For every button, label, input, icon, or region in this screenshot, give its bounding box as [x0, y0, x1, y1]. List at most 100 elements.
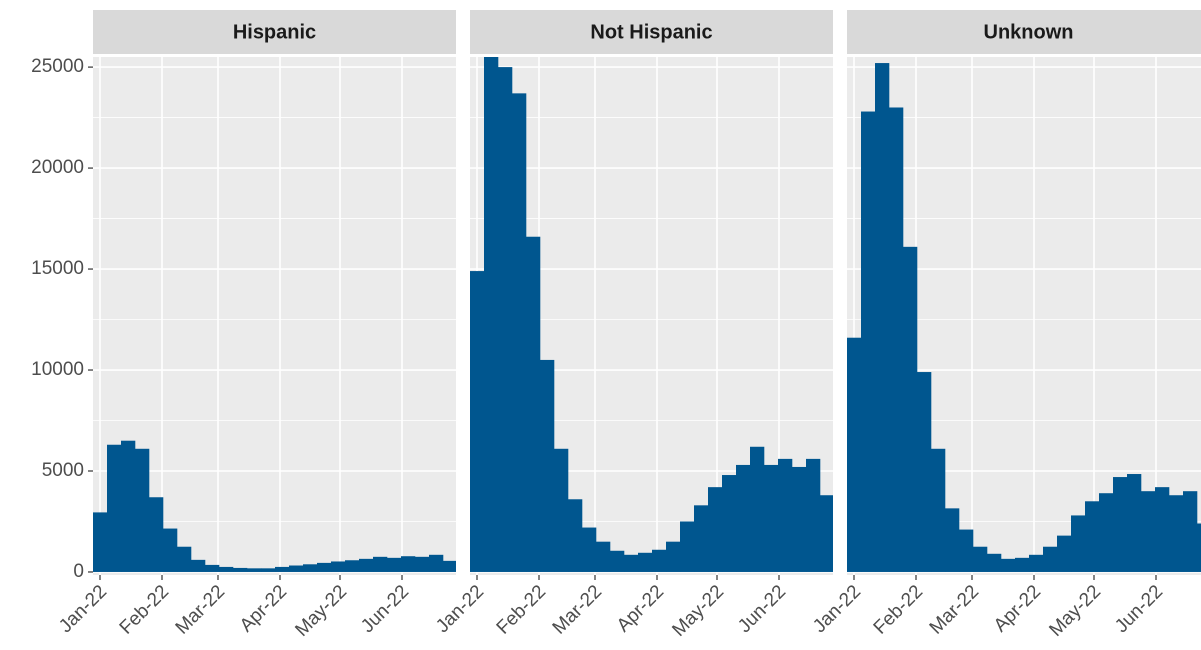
- y-tick-label: 15000: [31, 258, 84, 279]
- bar: [135, 448, 150, 572]
- bar: [512, 93, 527, 572]
- bar: [107, 444, 122, 572]
- bar: [1169, 495, 1184, 572]
- y-tick-label: 5000: [42, 460, 84, 481]
- x-tick-label: Jun-22: [1111, 581, 1167, 637]
- bar: [331, 561, 346, 572]
- bar: [722, 475, 737, 572]
- bar: [917, 372, 932, 572]
- strip: [93, 10, 456, 54]
- bar: [708, 487, 723, 572]
- strip-label: Hispanic: [233, 21, 316, 43]
- bar: [889, 107, 904, 572]
- bar: [484, 57, 499, 572]
- strip-label: Unknown: [984, 21, 1074, 43]
- x-tick-label: Mar-22: [926, 581, 983, 638]
- bar: [289, 565, 304, 572]
- bar: [526, 236, 541, 572]
- bar: [624, 554, 639, 572]
- x-tick-label: Jun-22: [734, 581, 790, 637]
- bar: [806, 458, 821, 572]
- strip-label: Not Hispanic: [590, 21, 712, 43]
- bar: [764, 464, 779, 572]
- bar: [219, 566, 234, 572]
- x-tick-label: Mar-22: [172, 581, 229, 638]
- x-tick-label: Jun-22: [357, 581, 413, 637]
- bar: [568, 499, 583, 572]
- bar: [1113, 477, 1128, 572]
- bar: [638, 552, 653, 572]
- bar: [931, 448, 946, 572]
- bar: [903, 246, 918, 572]
- bar: [987, 553, 1002, 572]
- x-tick-label: May-22: [291, 581, 351, 641]
- bar: [1155, 487, 1170, 572]
- bar: [959, 529, 974, 572]
- strip: [847, 10, 1201, 54]
- x-tick-label: Apr-22: [236, 581, 291, 636]
- bar: [596, 541, 611, 572]
- bar: [820, 495, 833, 572]
- y-tick-label: 10000: [31, 359, 84, 380]
- bar: [93, 512, 108, 572]
- bar: [1029, 554, 1044, 572]
- x-tick-label: Apr-22: [613, 581, 668, 636]
- bar: [401, 556, 416, 572]
- bar: [303, 564, 318, 572]
- bar: [387, 557, 402, 572]
- bar: [1085, 501, 1100, 572]
- bar: [317, 562, 332, 572]
- bar: [163, 528, 178, 572]
- bar: [736, 464, 751, 572]
- x-tick-label: Feb-22: [116, 581, 173, 638]
- bar: [1127, 474, 1142, 572]
- x-tick-label: Feb-22: [870, 581, 927, 638]
- x-tick-label: Jan-22: [55, 581, 111, 637]
- bar: [470, 271, 485, 572]
- y-tick-label: 25000: [31, 56, 84, 77]
- bar: [373, 556, 388, 572]
- strip: [470, 10, 833, 54]
- bar: [1197, 523, 1201, 572]
- bar: [861, 111, 876, 572]
- x-tick-label: Mar-22: [549, 581, 606, 638]
- bar: [429, 554, 444, 572]
- bar: [666, 541, 681, 572]
- panel-content: [93, 57, 456, 575]
- bar: [540, 359, 555, 572]
- bar: [261, 568, 276, 572]
- bar: [359, 558, 374, 572]
- bar: [610, 550, 625, 572]
- bar: [778, 458, 793, 572]
- x-tick-label: Jan-22: [809, 581, 865, 637]
- bar: [847, 337, 862, 572]
- bar: [1099, 493, 1114, 572]
- x-tick-label: Apr-22: [990, 581, 1045, 636]
- bar: [1183, 491, 1198, 572]
- bar: [1071, 515, 1086, 572]
- bar: [415, 556, 430, 572]
- y-tick-label: 0: [73, 561, 84, 582]
- bar: [694, 505, 709, 572]
- bar: [680, 521, 695, 572]
- bar: [554, 448, 569, 572]
- bar: [1043, 546, 1058, 572]
- bar: [177, 546, 192, 572]
- bar: [973, 546, 988, 572]
- panel-content: [847, 57, 1201, 575]
- x-tick-label: Jan-22: [432, 581, 488, 637]
- bar: [233, 567, 248, 572]
- bar: [1057, 535, 1072, 572]
- bar: [1001, 558, 1016, 572]
- bar: [443, 560, 456, 572]
- bar: [792, 466, 807, 572]
- bar: [875, 63, 890, 572]
- bar: [582, 527, 597, 572]
- bar: [750, 446, 765, 572]
- bar: [945, 508, 960, 572]
- panel: [93, 57, 456, 575]
- bar: [498, 67, 513, 572]
- panel-content: [470, 57, 833, 575]
